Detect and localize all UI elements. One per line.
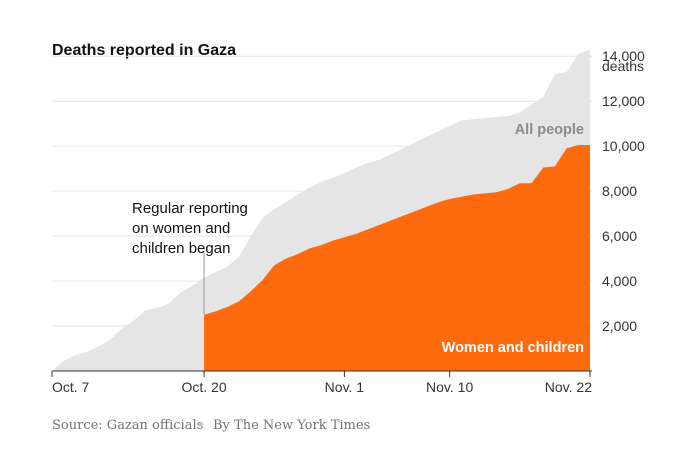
x-tick-label: Nov. 22 bbox=[545, 379, 592, 395]
x-tick-label: Oct. 20 bbox=[181, 379, 226, 395]
x-tick-label: Oct. 7 bbox=[52, 379, 90, 395]
y-tick-label: 4,000 bbox=[602, 273, 637, 289]
x-tick-label: Nov. 10 bbox=[426, 379, 473, 395]
series-label-all-people: All people bbox=[515, 122, 584, 138]
source-note: Source: Gazan officials bbox=[52, 418, 203, 433]
x-axis: Oct. 7 Oct. 20 Nov. 1 Nov. 10 Nov. 22 bbox=[51, 371, 592, 395]
x-tick-label: Nov. 1 bbox=[325, 379, 365, 395]
separator-dot bbox=[198, 422, 204, 427]
y-axis: 2,000 4,000 6,000 8,000 10,000 12,000 14,000 bbox=[602, 48, 645, 334]
byline: By The New York Times bbox=[213, 418, 370, 433]
y-tick-label: 10,000 bbox=[602, 138, 645, 154]
annotation-line: Regular reporting bbox=[132, 200, 248, 217]
area-series bbox=[52, 49, 591, 371]
y-tick-label: 8,000 bbox=[602, 183, 637, 199]
chart-title: Deaths reported in Gaza bbox=[52, 42, 236, 59]
annotation-line: on women and bbox=[132, 220, 230, 237]
y-tick-label: 2,000 bbox=[602, 318, 637, 334]
area-women-children bbox=[204, 145, 591, 371]
y-unit-label: deaths bbox=[602, 58, 644, 74]
annotation-line: children began bbox=[132, 240, 230, 257]
y-tick-label: 14,000 bbox=[602, 48, 645, 64]
series-label-women-children: Women and children bbox=[442, 340, 584, 356]
y-tick-label: 12,000 bbox=[602, 93, 645, 109]
y-tick-label: 6,000 bbox=[602, 228, 637, 244]
annotation: Regular reporting on women and children be… bbox=[132, 200, 248, 257]
